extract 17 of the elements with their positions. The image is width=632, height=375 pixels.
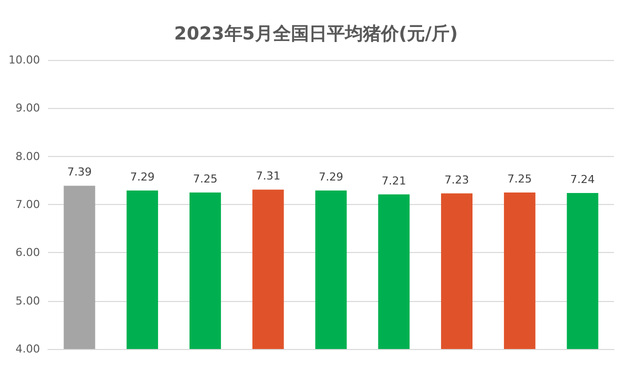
data-label: 7.31 (256, 170, 280, 183)
y-tick-label: 6.00 (16, 246, 40, 260)
data-label: 7.21 (382, 174, 406, 188)
chart-title: 2023年5月全国日平均猪价(元/斤) (174, 24, 458, 44)
y-tick-label: 5.00 (16, 294, 40, 308)
y-tick-label: 10.00 (8, 54, 40, 66)
y-tick-label: 9.00 (16, 102, 40, 115)
y-tick-label: 4.00 (16, 342, 40, 356)
data-label: 7.29 (130, 170, 155, 184)
y-tick-label: 8.00 (16, 150, 40, 163)
y-tick-label: 7.00 (16, 198, 40, 211)
data-label: 7.29 (318, 170, 344, 184)
data-label: 7.39 (67, 166, 92, 179)
data-label: 7.23 (444, 173, 470, 186)
data-label: 7.24 (570, 172, 595, 186)
data-label: 7.25 (192, 172, 218, 186)
data-label: 7.25 (507, 172, 532, 186)
